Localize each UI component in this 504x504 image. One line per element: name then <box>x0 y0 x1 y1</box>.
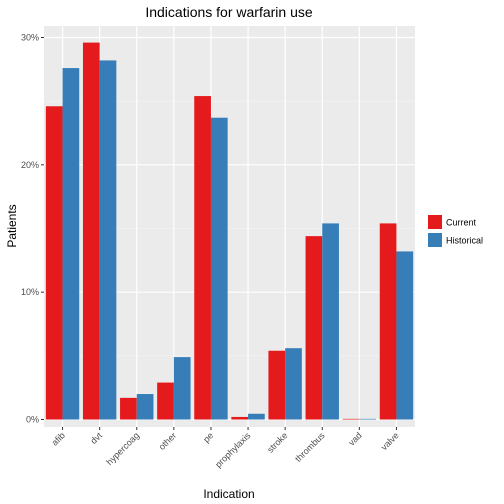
bar-historical-prophylaxis <box>248 413 265 420</box>
bar-current-prophylaxis <box>231 416 249 420</box>
x-tick-label: hypercoag <box>104 430 141 467</box>
x-tick-label: other <box>157 430 179 452</box>
x-tick-label: dvt <box>88 430 104 446</box>
bars <box>45 42 414 420</box>
bar-current-thrombus <box>305 236 323 420</box>
legend-label-historical: Historical <box>446 236 483 246</box>
x-tick-label: valve <box>379 430 401 452</box>
bar-current-vad <box>342 418 360 420</box>
x-tick-label: thrombus <box>293 430 327 464</box>
bar-current-pe <box>194 96 211 420</box>
bar-historical-hypercoag <box>136 394 154 420</box>
y-tick-label: 20% <box>21 160 39 170</box>
bar-current-other <box>157 382 174 420</box>
bar-current-valve <box>379 223 397 420</box>
y-axis-title: Patients <box>5 204 19 247</box>
bar-historical-afib <box>62 68 80 420</box>
bar-historical-stroke <box>285 348 302 420</box>
legend-label-current: Current <box>446 218 477 228</box>
bar-historical-valve <box>396 251 414 420</box>
legend-key-current <box>428 215 442 229</box>
x-axis-title: Indication <box>203 487 254 501</box>
x-tick-label: prophylaxis <box>213 430 253 470</box>
x-tick-label: afib <box>50 430 67 447</box>
bar-current-hypercoag <box>120 397 137 420</box>
chart-title: Indications for warfarin use <box>145 4 313 20</box>
bar-historical-thrombus <box>322 223 339 420</box>
bar-historical-vad <box>359 418 377 420</box>
bar-historical-other <box>173 357 191 420</box>
bar-current-stroke <box>268 350 286 420</box>
bar-current-dvt <box>82 42 100 420</box>
x-tick-label: stroke <box>265 430 289 454</box>
bar-historical-pe <box>210 117 228 420</box>
x-tick-label: vad <box>346 430 363 447</box>
y-axis-ticks: 0% 10% 20% 30% <box>21 33 44 425</box>
legend-key-historical <box>428 233 442 247</box>
x-tick-label: pe <box>201 430 215 444</box>
bar-current-afib <box>45 106 63 420</box>
bar-historical-dvt <box>99 60 117 420</box>
y-tick-label: 30% <box>21 33 39 43</box>
y-tick-label: 10% <box>21 287 39 297</box>
y-tick-label: 0% <box>26 415 39 425</box>
legend: Current Historical <box>428 215 483 247</box>
